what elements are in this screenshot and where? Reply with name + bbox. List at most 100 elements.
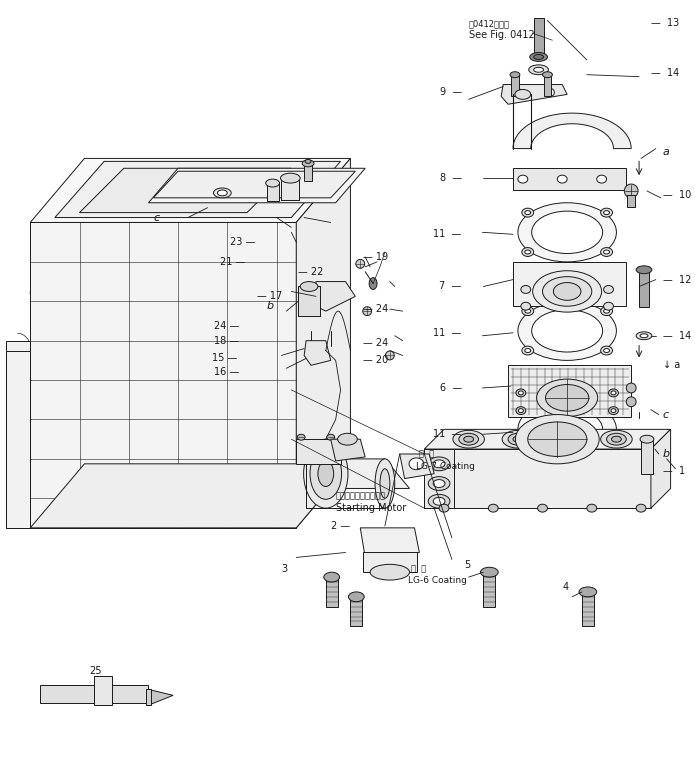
Ellipse shape bbox=[609, 389, 619, 397]
Ellipse shape bbox=[546, 384, 589, 411]
Ellipse shape bbox=[516, 407, 526, 415]
Text: 11  —: 11 — bbox=[434, 229, 461, 239]
Ellipse shape bbox=[433, 460, 445, 468]
Bar bbox=[267, 183, 279, 201]
Polygon shape bbox=[304, 340, 331, 365]
Polygon shape bbox=[31, 222, 296, 528]
Text: 11  —: 11 — bbox=[434, 328, 461, 338]
Ellipse shape bbox=[518, 301, 616, 361]
Ellipse shape bbox=[587, 504, 597, 512]
Text: 第0412図参照: 第0412図参照 bbox=[468, 19, 509, 28]
Bar bbox=[40, 686, 149, 703]
Text: 塗  布: 塗 布 bbox=[419, 449, 434, 459]
Ellipse shape bbox=[516, 389, 526, 397]
Text: 4: 4 bbox=[562, 582, 569, 592]
Ellipse shape bbox=[338, 433, 357, 445]
Ellipse shape bbox=[515, 90, 531, 100]
Ellipse shape bbox=[600, 405, 612, 414]
Ellipse shape bbox=[386, 351, 394, 360]
Ellipse shape bbox=[534, 55, 543, 59]
Ellipse shape bbox=[370, 564, 409, 580]
Text: 25: 25 bbox=[90, 665, 102, 676]
Polygon shape bbox=[55, 161, 341, 218]
Polygon shape bbox=[306, 459, 409, 489]
Ellipse shape bbox=[518, 203, 616, 262]
Ellipse shape bbox=[409, 458, 424, 469]
Polygon shape bbox=[296, 158, 350, 528]
Polygon shape bbox=[31, 158, 350, 222]
Ellipse shape bbox=[626, 397, 636, 407]
Ellipse shape bbox=[525, 408, 531, 411]
Ellipse shape bbox=[640, 435, 654, 443]
Polygon shape bbox=[31, 464, 350, 528]
Ellipse shape bbox=[611, 408, 616, 412]
Ellipse shape bbox=[604, 250, 610, 254]
Polygon shape bbox=[513, 113, 631, 148]
Text: 18 —: 18 — bbox=[214, 336, 239, 346]
Ellipse shape bbox=[302, 160, 314, 167]
Ellipse shape bbox=[636, 504, 646, 512]
Ellipse shape bbox=[528, 422, 587, 456]
Text: — 24: — 24 bbox=[363, 337, 389, 347]
Ellipse shape bbox=[304, 439, 348, 508]
Ellipse shape bbox=[375, 459, 395, 508]
Ellipse shape bbox=[369, 278, 377, 290]
Ellipse shape bbox=[525, 349, 531, 353]
Text: 5: 5 bbox=[464, 560, 470, 571]
Polygon shape bbox=[149, 689, 173, 705]
Ellipse shape bbox=[604, 309, 610, 313]
Ellipse shape bbox=[612, 436, 621, 442]
Text: a: a bbox=[663, 147, 669, 157]
Text: 15 —: 15 — bbox=[212, 354, 237, 364]
Ellipse shape bbox=[380, 469, 390, 498]
Ellipse shape bbox=[502, 430, 534, 448]
Ellipse shape bbox=[640, 334, 648, 337]
Polygon shape bbox=[6, 340, 31, 528]
Text: 11  —: 11 — bbox=[434, 429, 461, 439]
Ellipse shape bbox=[600, 248, 612, 256]
Bar bbox=[508, 365, 631, 417]
Ellipse shape bbox=[525, 309, 531, 313]
Ellipse shape bbox=[305, 159, 311, 164]
Ellipse shape bbox=[518, 175, 528, 183]
Text: Starting Motor: Starting Motor bbox=[336, 503, 406, 513]
Ellipse shape bbox=[318, 461, 334, 486]
Bar bbox=[363, 553, 418, 572]
Ellipse shape bbox=[508, 433, 528, 445]
Bar bbox=[281, 178, 299, 200]
Ellipse shape bbox=[464, 436, 473, 442]
Bar bbox=[513, 168, 626, 190]
Text: b: b bbox=[267, 301, 274, 311]
Ellipse shape bbox=[518, 400, 616, 459]
Text: LG-6 Coating: LG-6 Coating bbox=[407, 576, 466, 584]
Text: 9  —: 9 — bbox=[440, 87, 461, 97]
Ellipse shape bbox=[516, 415, 599, 464]
Polygon shape bbox=[360, 528, 419, 557]
Text: — 20: — 20 bbox=[363, 355, 389, 365]
Ellipse shape bbox=[348, 592, 364, 601]
Polygon shape bbox=[149, 168, 365, 203]
Ellipse shape bbox=[532, 408, 603, 451]
Ellipse shape bbox=[636, 332, 652, 340]
Ellipse shape bbox=[522, 405, 534, 414]
Text: 16 —: 16 — bbox=[214, 367, 239, 378]
Ellipse shape bbox=[551, 430, 583, 448]
Ellipse shape bbox=[600, 346, 612, 355]
Text: — 17: — 17 bbox=[257, 291, 282, 301]
Ellipse shape bbox=[538, 504, 548, 512]
Text: ↓ a: ↓ a bbox=[663, 361, 680, 371]
Polygon shape bbox=[6, 350, 31, 528]
Ellipse shape bbox=[213, 188, 231, 198]
Polygon shape bbox=[425, 429, 671, 449]
Bar bbox=[484, 572, 496, 607]
Ellipse shape bbox=[218, 190, 227, 196]
Text: 3: 3 bbox=[281, 564, 288, 574]
Ellipse shape bbox=[624, 184, 638, 198]
Ellipse shape bbox=[600, 430, 632, 448]
Polygon shape bbox=[331, 439, 365, 461]
Ellipse shape bbox=[310, 448, 341, 499]
Bar bbox=[639, 269, 649, 307]
Ellipse shape bbox=[521, 286, 531, 293]
Ellipse shape bbox=[522, 248, 534, 256]
Ellipse shape bbox=[557, 433, 577, 445]
